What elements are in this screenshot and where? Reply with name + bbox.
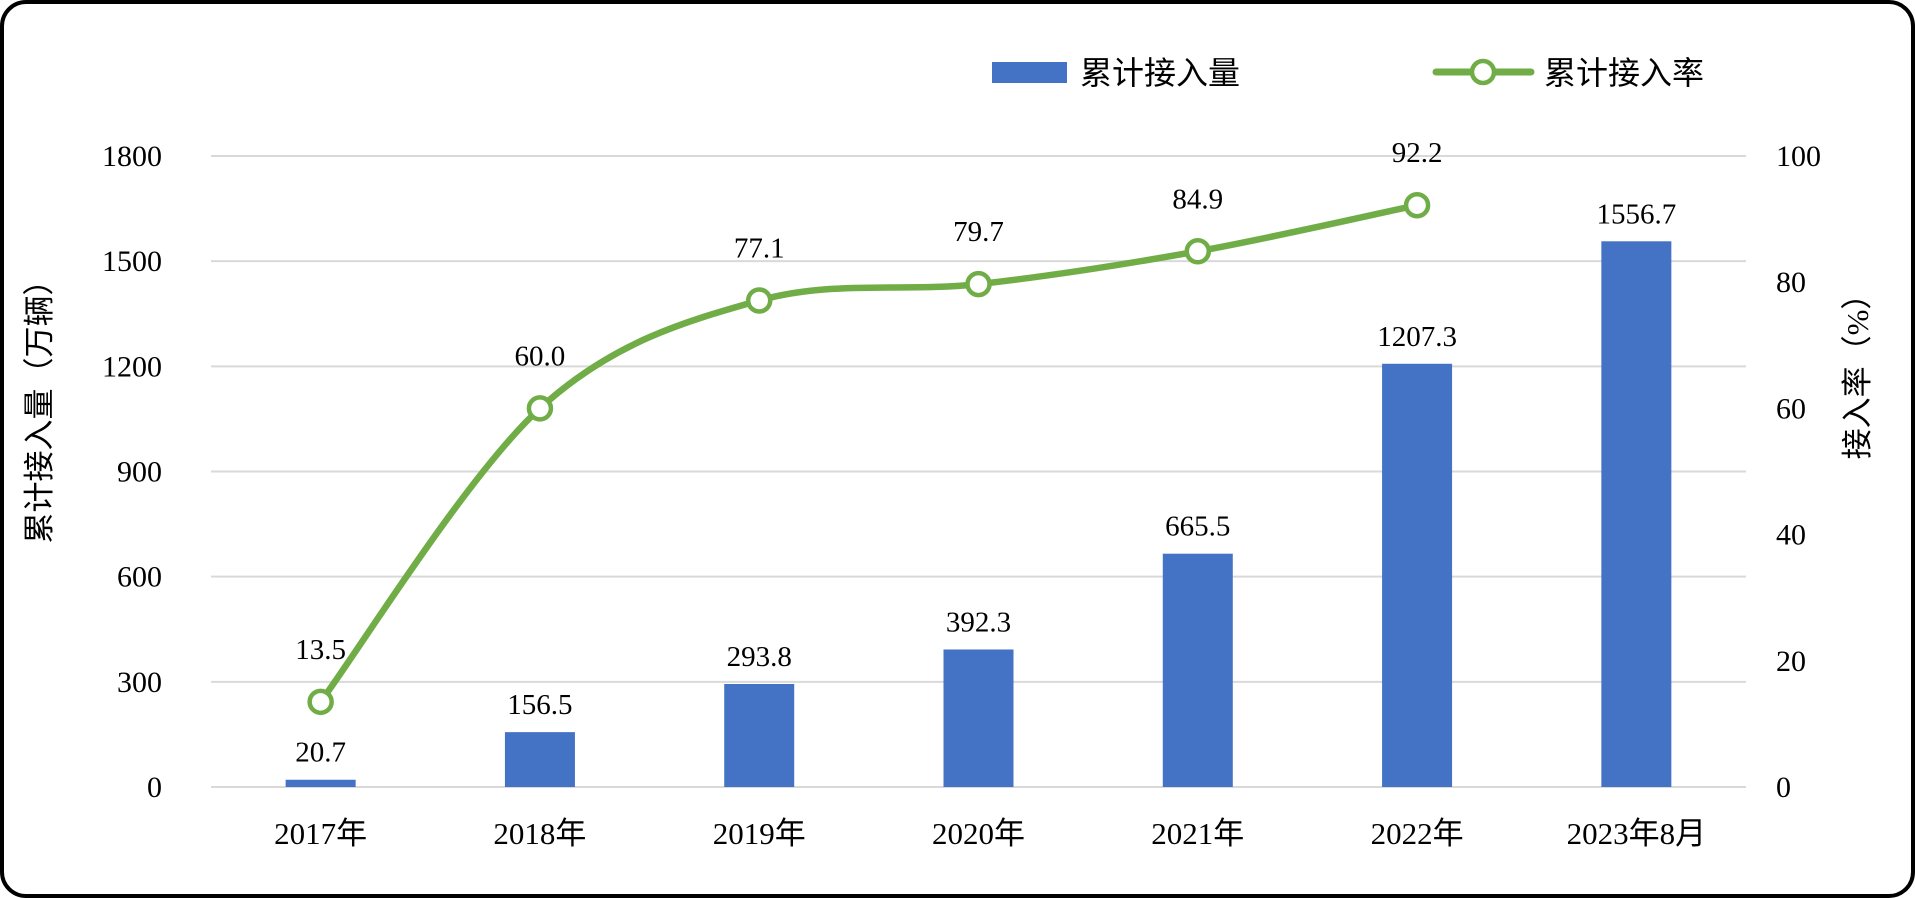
gridlines (211, 155, 1746, 788)
bar-value-label: 156.5 (507, 689, 572, 721)
bar-series (285, 241, 1672, 787)
x-axis-labels: 2017年 2018年 2019年 2020年 2021年 2022年 2023年8月 (274, 816, 1706, 851)
x-axis-label: 2018年 (493, 816, 586, 851)
line-value-label: 92.2 (1392, 137, 1443, 169)
bar-value-label: 1207.3 (1377, 321, 1457, 353)
bar-value-label: 665.5 (1165, 511, 1230, 543)
left-axis-ticks: 0 300 600 900 1200 1500 1800 (102, 140, 162, 804)
right-axis-title: 接入率（%） (1840, 279, 1875, 460)
left-axis-tick: 900 (117, 456, 162, 489)
x-axis-label: 2023年8月 (1567, 816, 1707, 851)
left-axis-tick: 1200 (102, 350, 162, 383)
right-axis-tick: 60 (1776, 392, 1806, 425)
right-axis-tick: 80 (1776, 266, 1806, 299)
rate-line (317, 201, 1421, 706)
x-axis-label: 2021年 (1151, 816, 1244, 851)
line-value-label: 77.1 (734, 232, 785, 264)
left-axis-tick: 0 (147, 771, 162, 804)
x-axis-label: 2022年 (1371, 816, 1464, 851)
x-axis-label: 2020年 (932, 816, 1025, 851)
legend-line-marker-icon (1469, 58, 1497, 86)
right-axis-tick: 100 (1776, 140, 1821, 173)
bar-value-label: 20.7 (295, 737, 346, 769)
legend-bar-swatch-icon (992, 62, 1067, 83)
line-value-label: 84.9 (1172, 183, 1223, 215)
line-marker-2017年 (307, 688, 334, 716)
line-value-label: 79.7 (953, 216, 1004, 248)
left-axis-tick: 1500 (102, 245, 162, 278)
line-marker-2019年 (745, 287, 773, 314)
right-axis-tick: 20 (1776, 645, 1806, 678)
line-marker-2021年 (1184, 238, 1212, 265)
left-axis-title: 累计接入量（万辆） (22, 265, 57, 544)
bar-2019年 (724, 684, 795, 787)
x-axis-label: 2017年 (274, 816, 367, 851)
legend-line-label: 累计接入率 (1544, 55, 1704, 91)
data-labels: 20.7 156.5 293.8 392.3 665.5 1207.3 1556.7 13.5… (295, 137, 1676, 769)
x-axis-label: 2019年 (713, 816, 806, 851)
right-axis-ticks: 0 20 40 60 80 100 (1776, 140, 1821, 804)
bar-value-label: 1556.7 (1596, 198, 1676, 230)
bar-2022年 (1382, 363, 1453, 787)
legend: 累计接入量 累计接入率 (992, 55, 1704, 91)
left-axis-tick: 300 (117, 666, 162, 699)
right-axis-tick: 0 (1776, 771, 1791, 804)
line-series (307, 191, 1431, 716)
combo-chart: 0 300 600 900 1200 1500 1800 0 20 40 60 80 100 2017… (22, 55, 1875, 851)
line-marker-2022年 (1403, 191, 1431, 219)
bar-value-label: 293.8 (727, 641, 792, 673)
line-value-label: 60.0 (515, 340, 566, 372)
bar-2020年 (943, 649, 1014, 787)
line-marker-2020年 (965, 270, 992, 298)
bar-2023年8月 (1601, 241, 1672, 787)
bar-2021年 (1162, 553, 1233, 787)
left-axis-tick: 600 (117, 561, 162, 594)
line-marker-2018年 (526, 395, 554, 422)
left-axis-tick: 1800 (102, 140, 162, 173)
right-axis-tick: 40 (1776, 519, 1806, 552)
bar-value-label: 392.3 (946, 606, 1011, 638)
bar-2018年 (504, 732, 575, 787)
bar-2017年 (285, 779, 356, 787)
line-value-label: 13.5 (295, 634, 346, 666)
legend-bar-label: 累计接入量 (1080, 55, 1240, 91)
